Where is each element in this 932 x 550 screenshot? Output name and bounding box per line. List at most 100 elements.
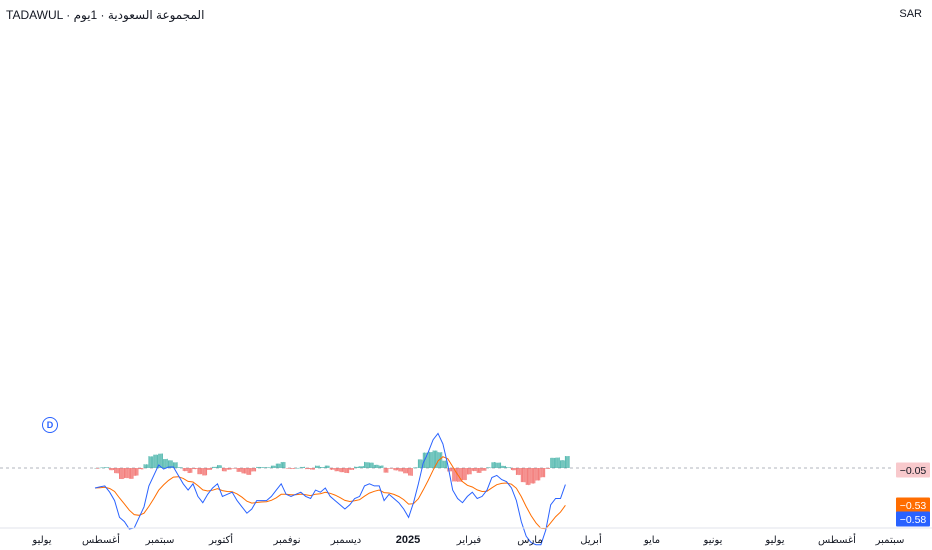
time-tick-label: أغسطس: [82, 533, 120, 546]
macd-histogram-bar: [327, 465, 329, 468]
macd-histogram-bar: [219, 465, 221, 468]
macd-histogram-bar: [190, 468, 192, 473]
macd-histogram-bar: [550, 457, 552, 468]
macd-histogram-bar: [279, 463, 281, 468]
macd-histogram-bar: [101, 467, 103, 469]
macd-histogram-bar: [117, 468, 119, 474]
macd-histogram-bar: [477, 468, 480, 473]
time-tick-label: أكتوبر: [208, 533, 233, 546]
macd-histogram-bar: [245, 468, 247, 474]
macd-histogram-bar: [484, 468, 486, 471]
macd-histogram-bar: [262, 467, 264, 468]
macd-histogram-bar: [495, 462, 497, 468]
macd-histogram-bar: [220, 465, 222, 468]
macd-histogram-bar: [406, 468, 408, 474]
macd-histogram-bar: [535, 468, 537, 481]
macd-histogram-bar: [514, 468, 516, 471]
macd-histogram-bar: [392, 468, 394, 469]
macd-histogram-bar: [111, 468, 113, 471]
macd-histogram-bar: [345, 468, 347, 473]
macd-histogram-bar: [408, 468, 410, 476]
macd-histogram-bar: [241, 468, 243, 474]
macd-histogram-bar: [470, 468, 472, 475]
macd-histogram-bar: [264, 467, 266, 468]
macd-histogram-bar: [431, 452, 433, 468]
macd-histogram-bar: [551, 457, 553, 468]
currency-label[interactable]: SAR: [899, 8, 922, 20]
macd-histogram-bar: [215, 466, 217, 468]
macd-histogram-bar: [507, 467, 509, 468]
macd-histogram-bar: [513, 468, 515, 471]
macd-histogram-bar: [330, 468, 333, 470]
macd-histogram-bar: [384, 468, 386, 473]
macd-histogram-bar: [515, 468, 517, 475]
macd-histogram-bar: [121, 468, 123, 480]
macd-histogram-bar: [447, 468, 449, 472]
macd-histogram-bar: [389, 468, 391, 469]
macd-histogram-bar: [356, 466, 358, 468]
macd-histogram-bar: [425, 452, 427, 468]
macd-histogram-bar: [114, 468, 116, 474]
macd-histogram-bar: [250, 468, 252, 475]
macd-histogram-bar: [544, 468, 546, 478]
macd-histogram-bar: [373, 464, 375, 468]
macd-histogram-bar: [443, 460, 445, 468]
macd-histogram-bar: [171, 460, 173, 468]
macd-histogram-bar: [390, 468, 393, 469]
macd-histogram-bar: [291, 468, 293, 469]
macd-histogram-bar: [482, 468, 484, 471]
macd-histogram-bar: [155, 454, 157, 468]
macd-histogram-bar: [275, 463, 277, 468]
macd-histogram-bar: [340, 468, 342, 473]
macd-histogram-bar: [474, 468, 476, 472]
macd-histogram-bar: [491, 462, 493, 468]
macd-histogram-bar: [488, 467, 491, 468]
macd-histogram-bar: [183, 468, 186, 472]
macd-histogram-bar: [563, 460, 565, 468]
symbol-title[interactable]: TADAWUL · المجموعة السعودية · 1يوم: [6, 8, 205, 22]
macd-histogram-bar: [542, 468, 544, 478]
macd-histogram-bar: [164, 459, 166, 468]
macd-line: [94, 432, 566, 546]
macd-histogram-bar: [459, 468, 461, 482]
macd-histogram-bar: [134, 468, 137, 476]
macd-histogram-bar: [158, 453, 160, 468]
macd-histogram-bar: [224, 468, 226, 472]
macd-histogram-bar: [427, 451, 429, 468]
macd-histogram-bar: [120, 468, 122, 480]
macd-histogram-bar: [567, 456, 569, 468]
time-axis[interactable]: يوليو أغسطس سبتمبر أكتوبر نوفمبر ديسمبر 2025 فب…: [0, 527, 932, 546]
macd-histogram-bar: [455, 468, 457, 482]
macd-histogram-bar: [181, 467, 183, 468]
macd-histogram-bar: [362, 466, 364, 468]
macd-histogram-bar: [198, 468, 200, 475]
macd-histogram-bar: [179, 467, 181, 468]
macd-histogram-bar: [452, 468, 454, 482]
macd-histogram-bar: [446, 460, 448, 468]
macd-histogram-bar: [359, 466, 361, 468]
time-tick-label: أغسطس: [818, 533, 856, 546]
macd-histogram-bar: [387, 468, 389, 473]
macd-histogram-bar: [547, 468, 549, 469]
macd-histogram-bar: [354, 466, 356, 468]
macd-histogram-bar: [229, 468, 231, 470]
macd-histogram-bar: [357, 466, 359, 468]
macd-histogram-bar: [334, 468, 336, 472]
macd-histogram-bar: [519, 468, 521, 475]
macd-histogram-bar: [143, 464, 145, 468]
macd-histogram-bar: [116, 468, 118, 474]
macd-histogram-bar: [258, 466, 260, 468]
macd-histogram-bar: [263, 467, 265, 468]
macd-histogram-bar: [348, 468, 350, 474]
macd-histogram-bar: [338, 468, 340, 472]
macd-histogram-bar: [466, 468, 468, 475]
macd-histogram-bar: [110, 468, 112, 471]
macd-histogram-bar: [230, 468, 232, 470]
dividend-badge[interactable]: D: [42, 417, 58, 433]
macd-histogram-bar: [481, 468, 483, 471]
time-tick-label: سبتمبر: [875, 535, 905, 546]
time-tick-label: يوليو: [31, 535, 51, 546]
macd-histogram-bar: [400, 468, 402, 472]
macd-histogram-bar: [144, 464, 146, 468]
